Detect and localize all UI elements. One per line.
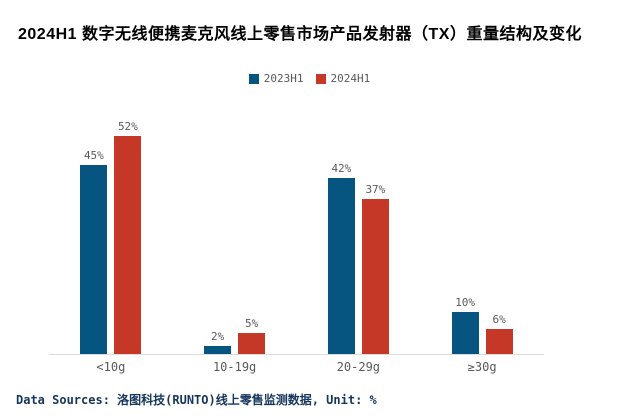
bar-with-label: 6% [485, 112, 513, 354]
bar-with-label: 5% [238, 112, 266, 354]
bar-with-label: 10% [451, 112, 479, 354]
legend-item-2024H1: 2024H1 [315, 72, 371, 85]
x-axis-line [49, 354, 544, 355]
bar-2023H1-≥30g [451, 312, 479, 354]
x-axis-label: ≥30g [467, 360, 497, 374]
bar-group: 10% 6% [420, 112, 544, 354]
x-axis-label: 20-29g [336, 360, 381, 374]
bar-2023H1-20-29g [327, 178, 355, 354]
legend-swatch-icon [315, 73, 326, 84]
legend-item-2023H1: 2023H1 [248, 72, 304, 85]
bar-with-label: 37% [361, 112, 389, 354]
bar-2024H1-≥30g [485, 329, 513, 354]
x-axis-labels: <10g 10-19g 20-29g ≥30g [49, 360, 544, 374]
bar-group: 45% 52% [49, 112, 173, 354]
legend-label: 2024H1 [330, 72, 371, 85]
x-axis-label: 10-19g [212, 360, 257, 374]
bar-2023H1-10-19g [204, 346, 232, 354]
bar-value-label: 45% [83, 149, 104, 162]
bar-2024H1-10-19g [238, 333, 266, 354]
bar-with-label: 2% [204, 112, 232, 354]
chart-legend: 2023H1 2024H1 [0, 72, 619, 85]
bar-2023H1-<10g [80, 165, 108, 354]
bar-value-label: 5% [245, 317, 259, 330]
bar-value-label: 2% [211, 330, 225, 343]
bar-group: 2% 5% [173, 112, 297, 354]
data-source-note: Data Sources: 洛图科技(RUNTO)线上零售监测数据, Unit:… [16, 393, 377, 407]
bar-with-label: 42% [327, 112, 355, 354]
bar-value-label: 37% [365, 183, 386, 196]
bar-value-label: 6% [492, 313, 506, 326]
bar-with-label: 52% [114, 112, 142, 354]
bar-group: 42% 37% [297, 112, 421, 354]
x-axis-label: <10g [96, 360, 126, 374]
chart-title: 2024H1 数字无线便携麦克风线上零售市场产品发射器（TX）重量结构及变化 [18, 26, 582, 43]
plot-area: 45% 52% 2% 5% 42% 37% 10% 6% [49, 112, 544, 354]
bar-value-label: 52% [117, 120, 138, 133]
legend-label: 2023H1 [263, 72, 304, 85]
bar-with-label: 45% [80, 112, 108, 354]
bar-2024H1-20-29g [361, 199, 389, 354]
bar-value-label: 42% [331, 162, 352, 175]
bar-value-label: 10% [455, 296, 476, 309]
legend-swatch-icon [248, 73, 259, 84]
bar-2024H1-<10g [114, 136, 142, 354]
